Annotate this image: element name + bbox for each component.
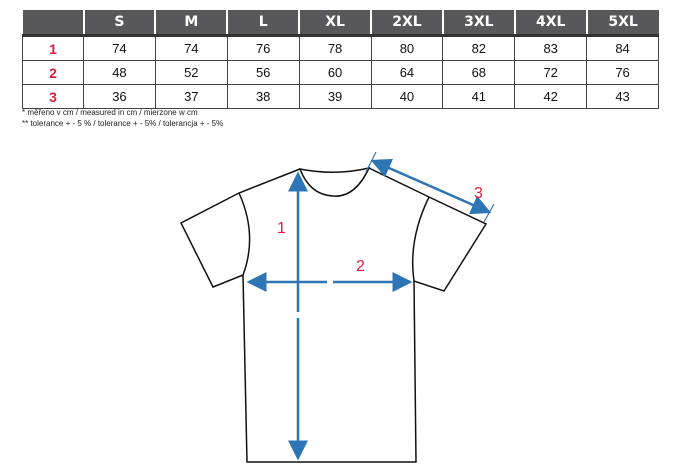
note-tolerance: ** tolerance + - 5 % / tolerance + - 5% …: [22, 119, 224, 128]
tshirt-outline: [179, 166, 488, 463]
header-cell: [22, 10, 84, 37]
row-label: 3: [22, 84, 84, 109]
table-cell: 78: [298, 35, 372, 61]
header-cell: 4XL: [513, 10, 587, 37]
header-cell: M: [154, 10, 228, 37]
table-cell: 76: [586, 60, 659, 85]
table-cell: 37: [154, 84, 228, 109]
table-cell: 39: [298, 84, 372, 109]
sleeve-arrow: [370, 158, 431, 188]
header-cell: 2XL: [370, 10, 443, 37]
notes: * měřeno v cm / measured in cm / mierzon…: [22, 107, 223, 129]
table-cell: 38: [226, 84, 300, 109]
table-row: 2 48 52 56 60 64 68 72 76: [22, 60, 659, 85]
label-length: 1: [277, 220, 286, 237]
header-cell: 5XL: [585, 10, 659, 37]
table-cell: 74: [83, 35, 156, 61]
header-cell: L: [226, 10, 300, 37]
table-cell: 41: [442, 84, 516, 109]
table-cell: 80: [370, 35, 444, 61]
row-label: 2: [22, 60, 84, 85]
header-cell: 3XL: [441, 10, 515, 37]
header-row: S M L XL 2XL 3XL 4XL 5XL: [22, 10, 659, 37]
table-cell: 43: [586, 84, 659, 109]
table-row: 3 36 37 38 39 40 41 42 43: [22, 84, 659, 109]
sleeve-arrow-right: [429, 184, 492, 215]
header-cell: S: [82, 10, 156, 37]
label-chest-width: 2: [356, 258, 365, 275]
table-cell: 60: [298, 60, 372, 85]
table-cell: 84: [586, 35, 659, 61]
table-row: 1 74 74 76 78 80 82 83 84: [22, 35, 659, 61]
table-cell: 48: [83, 60, 156, 85]
note-measured: * měřeno v cm / measured in cm / mierzon…: [22, 108, 198, 117]
label-sleeve: 3: [474, 185, 483, 202]
table-cell: 82: [442, 35, 516, 61]
header-cell: XL: [298, 10, 371, 37]
table-cell: 36: [83, 84, 156, 109]
size-table: S M L XL 2XL 3XL 4XL 5XL 1 74 74 76 78 80 82 83…: [22, 10, 659, 109]
